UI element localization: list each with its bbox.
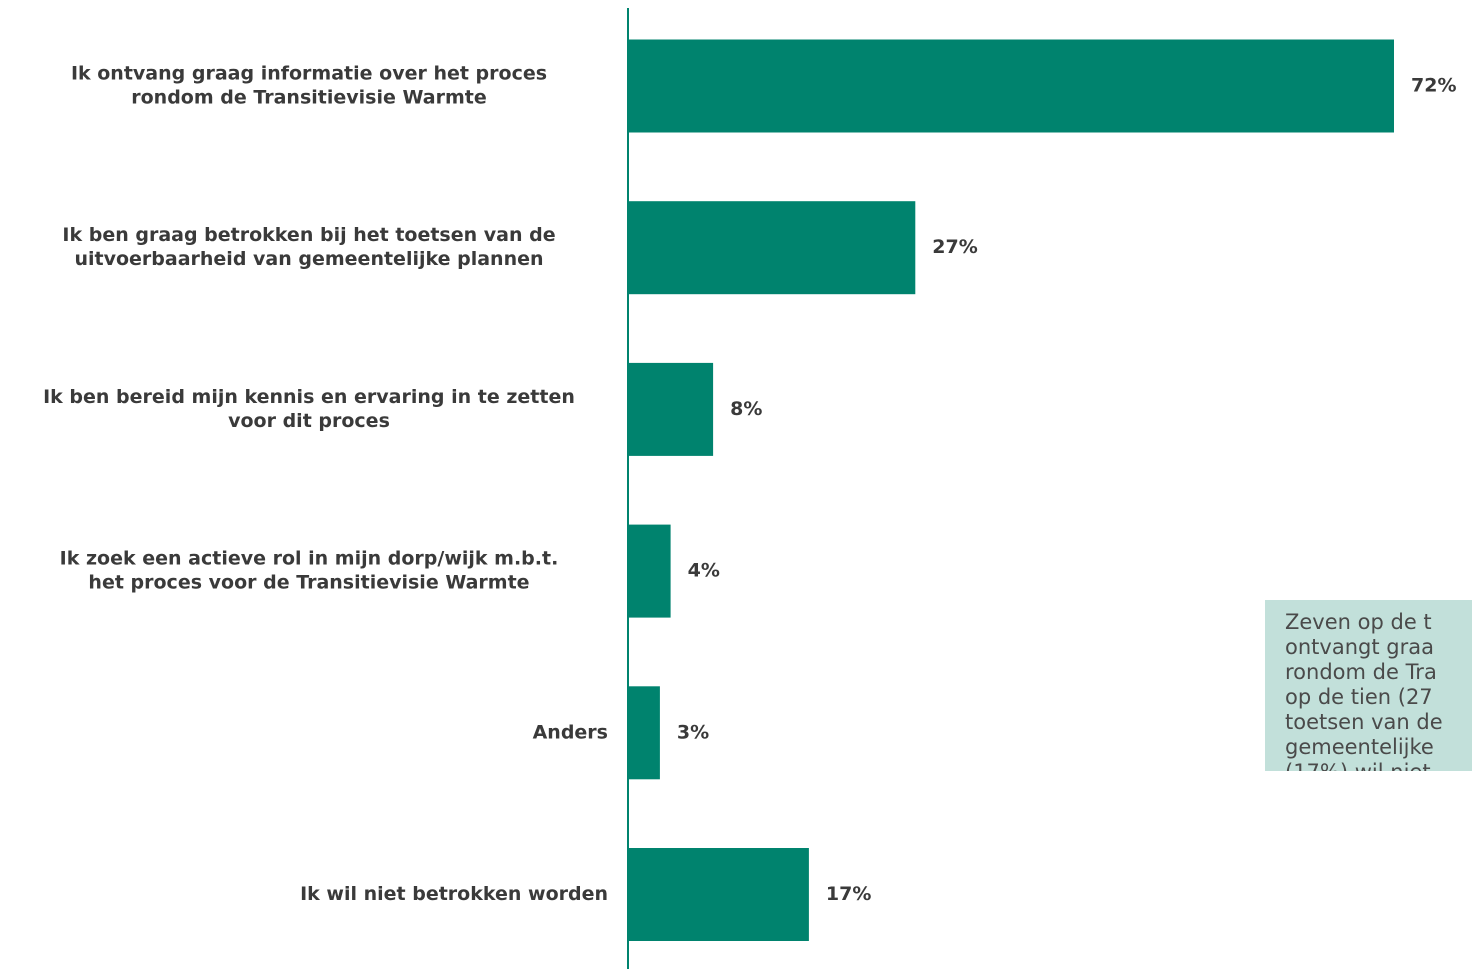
- bar: [628, 39, 1394, 133]
- value-label: 3%: [677, 721, 709, 743]
- value-label: 72%: [1411, 75, 1456, 97]
- bar: [628, 848, 809, 941]
- callout-line: op de tien (27: [1285, 685, 1433, 709]
- callout-line: gemeentelijke: [1285, 735, 1434, 759]
- value-label: 4%: [688, 560, 720, 582]
- summary-callout: Zeven op de t ontvangt graa rondom de Tr…: [1265, 600, 1472, 771]
- value-label: 27%: [932, 236, 977, 258]
- callout-line: Zeven op de t: [1285, 610, 1432, 634]
- bar: [628, 686, 660, 780]
- callout-line: ontvangt graa: [1285, 635, 1434, 659]
- category-label: Anders: [533, 721, 608, 743]
- value-label: 17%: [826, 883, 871, 905]
- category-label: Ik zoek een actieve rol in mijn dorp/wij…: [60, 548, 559, 594]
- category-label: Ik ben graag betrokken bij het toetsen v…: [62, 224, 555, 270]
- value-label: 8%: [730, 398, 762, 420]
- callout-line: (17%) wil niet: [1285, 760, 1472, 771]
- category-label: Ik ben bereid mijn kennis en ervaring in…: [43, 386, 575, 432]
- bar: [628, 201, 916, 295]
- category-label: Ik ontvang graag informatie over het pro…: [71, 63, 547, 109]
- callout-line: toetsen van de: [1285, 710, 1443, 734]
- category-label: Ik wil niet betrokken worden: [300, 883, 608, 905]
- callout-line: rondom de Tra: [1285, 660, 1437, 684]
- bar: [628, 524, 671, 618]
- bar: [628, 362, 714, 456]
